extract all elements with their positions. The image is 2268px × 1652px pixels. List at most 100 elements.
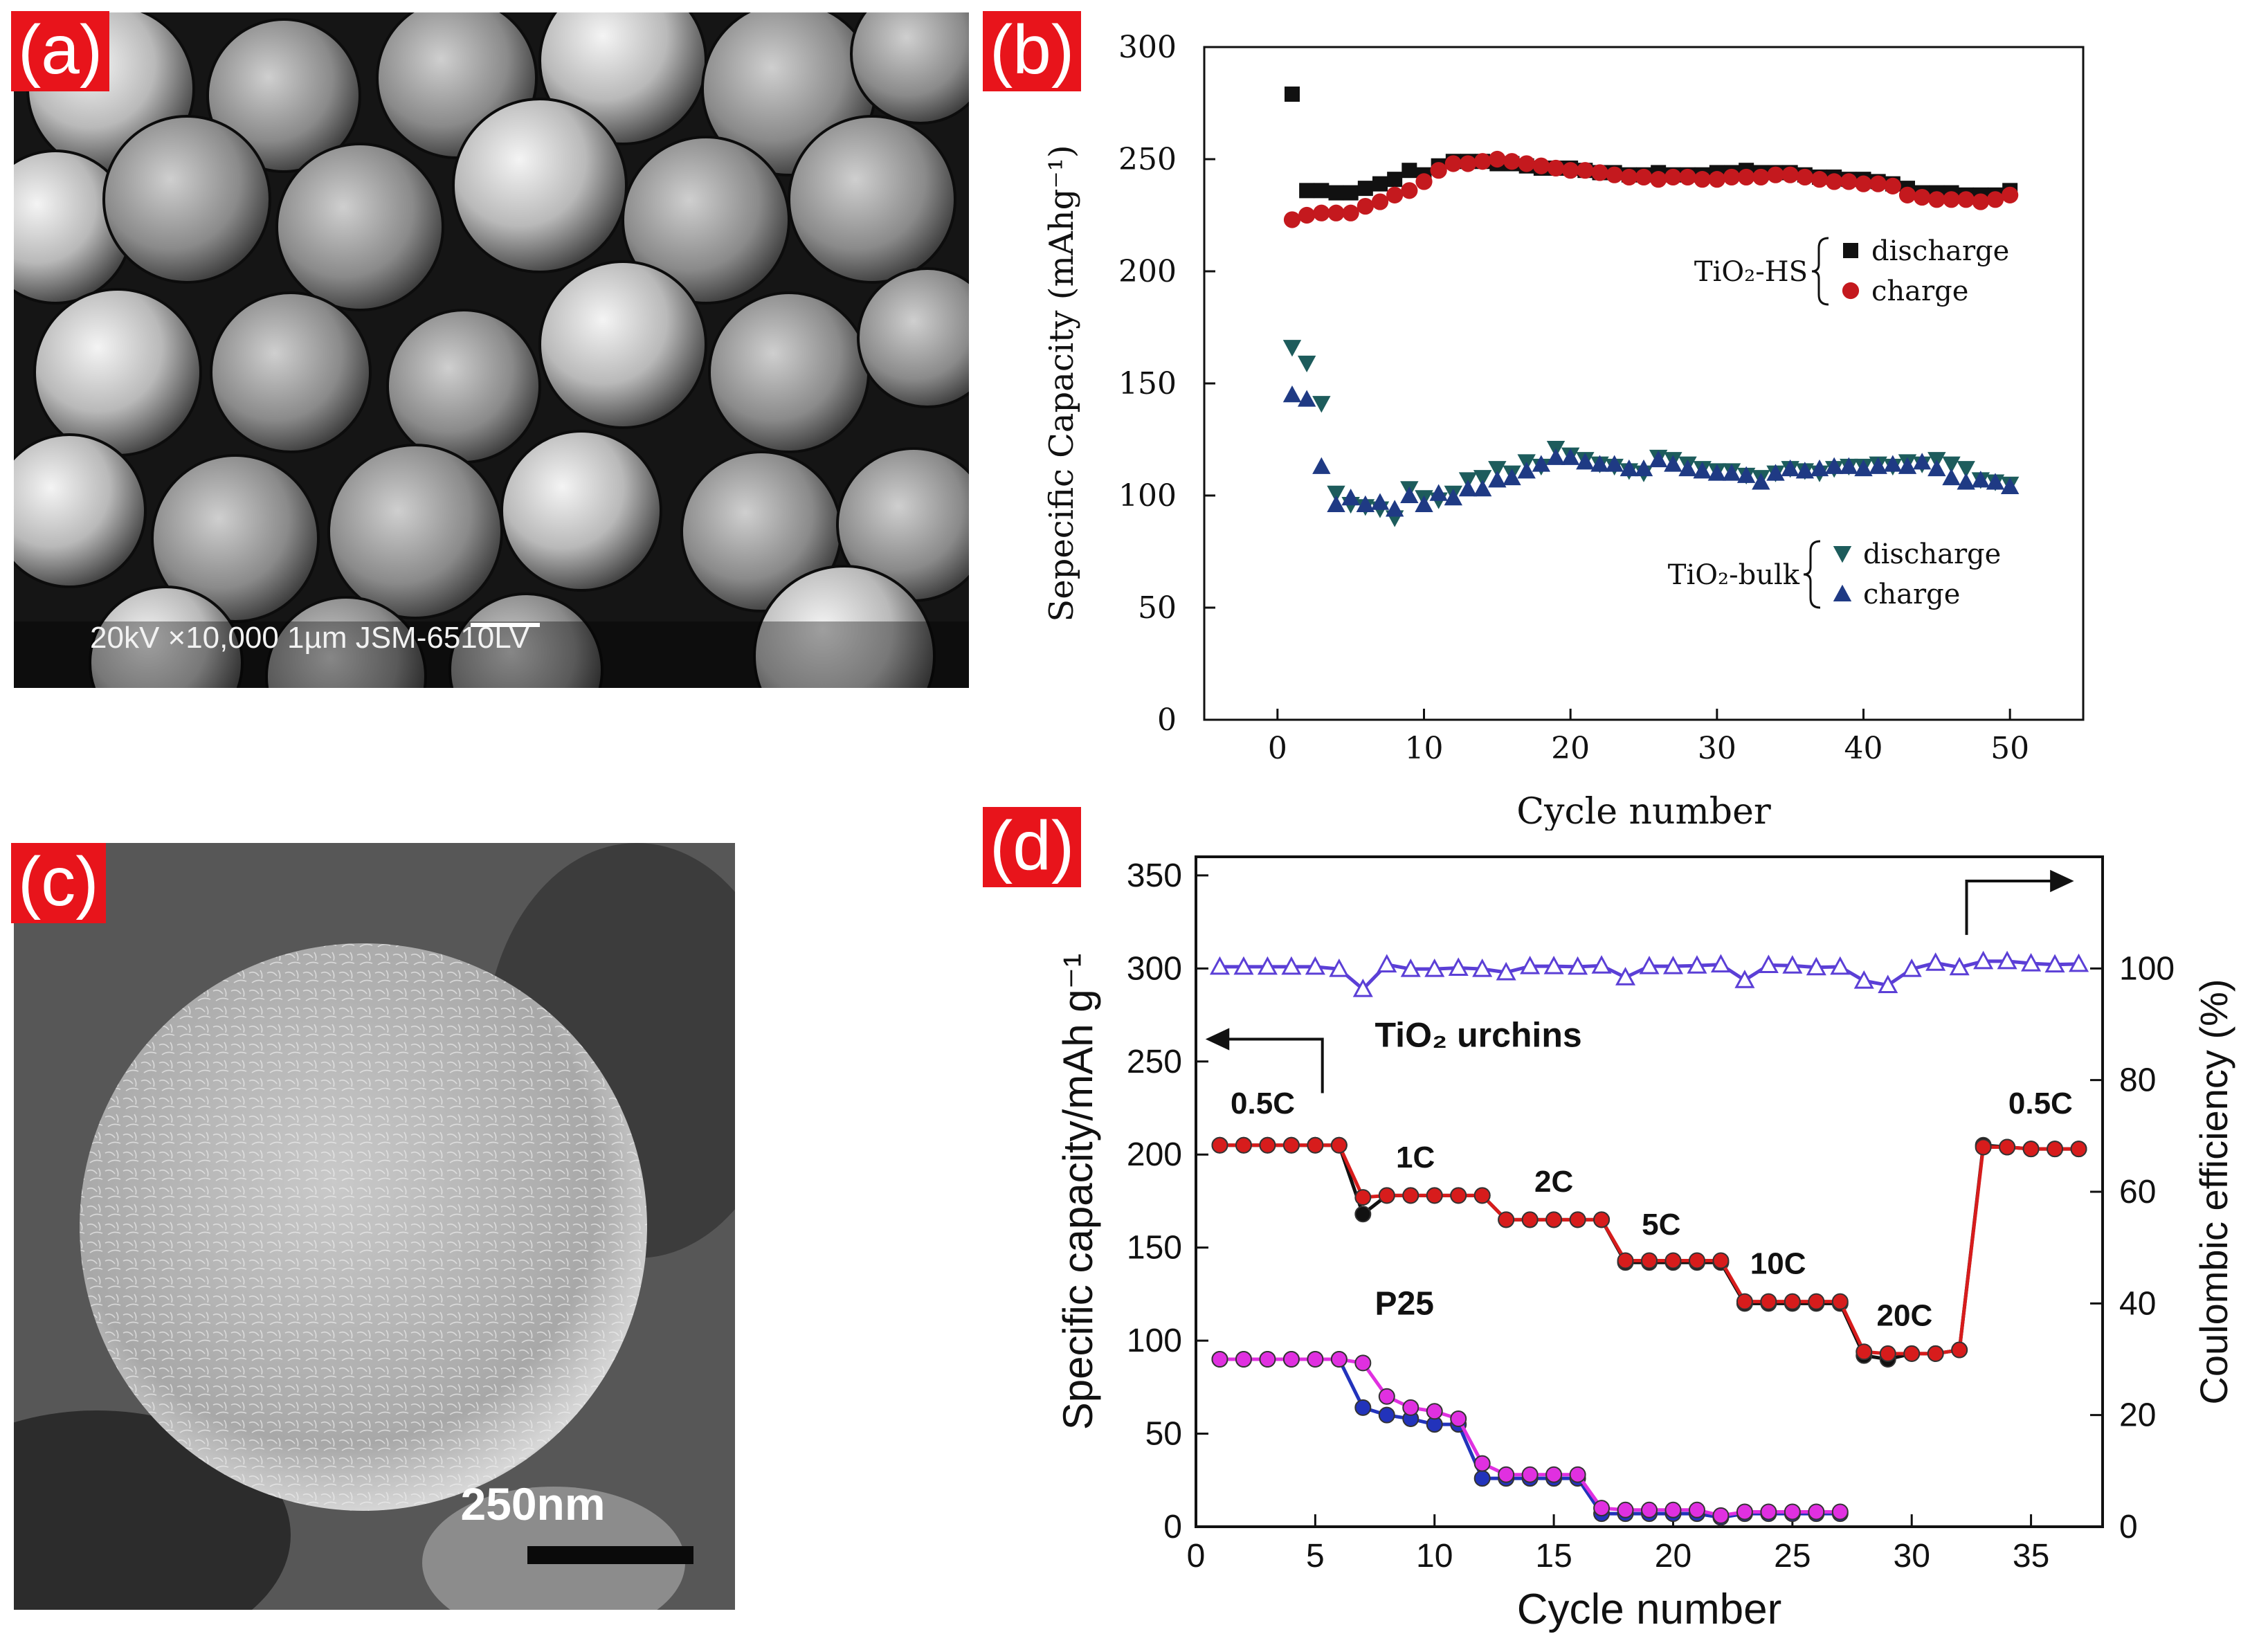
plot-frame [1203,46,2085,721]
data-point [1285,87,1300,102]
x-tick-label: 0 [1268,731,1287,766]
data-point [1448,957,1469,977]
data-point [1259,1351,1276,1368]
data-point [1752,473,1770,490]
p25-label: P25 [1375,1285,1434,1322]
data-point [1370,493,1390,510]
y-right-tick-label: 80 [2119,1062,2156,1099]
data-point [1973,950,1994,970]
series-p25-discharge [1211,1351,1849,1526]
data-point [1662,955,1684,974]
data-point [1957,191,1975,208]
data-point [1473,470,1492,487]
data-point [1590,455,1609,472]
data-point [1545,1211,1563,1228]
data-point [1387,172,1403,188]
data-point [1615,967,1636,986]
data-point [1986,191,2004,208]
data-point [1313,204,1330,221]
data-point [1811,171,1829,188]
data-point [1796,168,1813,186]
data-point [1927,459,1946,477]
x-tick-label: 20 [1551,731,1590,766]
data-point [1707,464,1727,481]
data-point [1385,500,1404,517]
data-point [1532,455,1551,472]
data-point [1635,168,1653,186]
data-point [1949,956,1970,976]
data-point [1781,166,1799,183]
data-point [1415,173,1433,190]
sphere [89,586,244,688]
data-point [1734,970,1755,988]
data-point [1307,1351,1324,1368]
x-tick-label: 30 [1698,731,1736,766]
data-point [1710,954,1731,973]
data-point [2044,954,2065,973]
data-point [1986,473,2005,490]
series-p25-charge [1211,1351,1849,1524]
x-tick-label: 35 [2013,1538,2049,1574]
data-point [1591,955,1612,974]
x-tick-label: 0 [1187,1538,1206,1574]
panel-d: 0 5 10 15 20 25 30 35 0 50 100 150 200 250 300 350 0 20 40… [983,796,2268,1649]
data-point [1903,1345,1921,1362]
sphere [850,12,969,125]
rate-label: 20C [1877,1299,1933,1333]
data-point [2000,477,2020,495]
data-point [1784,1503,1801,1521]
legend-entry: charge [1863,579,1960,610]
data-point [1372,176,1388,192]
y-tick-label: 150 [1127,1230,1182,1267]
x-tick-label: 30 [1894,1538,1930,1574]
data-point [1927,1345,1944,1362]
data-point [1211,1351,1228,1368]
urchins-label: TiO₂ urchins [1375,1015,1582,1054]
y-tick-label: 250 [1118,142,1177,177]
data-point [1758,954,1779,973]
data-point [1664,1501,1682,1518]
panel-b-label: (b) [983,11,1082,91]
x-tick-label: 25 [1774,1538,1811,1574]
data-point [1330,1136,1348,1154]
data-point [1639,955,1660,974]
data-point [1760,1503,1777,1521]
data-point [2070,1141,2087,1158]
data-point [1833,546,1852,563]
sphere [275,143,444,311]
legend-entry: discharge [1863,538,2001,570]
data-point [1766,464,1785,481]
data-point [1767,166,1784,183]
data-point [1975,1138,1992,1156]
data-point [1386,186,1404,203]
y-tick-label: 50 [1138,590,1177,626]
data-point [1233,956,1254,975]
data-point [1810,459,1829,477]
data-point [1329,959,1350,977]
data-point [1415,495,1433,512]
chart-b: 0 10 20 30 40 50 0 50 100 150 200 250 300 Cycle numbe… [1042,30,2085,833]
data-point [1879,1345,1896,1362]
data-point [1808,1293,1825,1310]
y-right-tick-label: 40 [2119,1285,2156,1322]
data-point [1312,396,1331,413]
rate-label: 1C [1396,1141,1435,1174]
data-point [1951,1341,1968,1359]
data-point [1521,1466,1539,1483]
sphere [265,596,427,688]
data-point [1545,1466,1563,1483]
sphere [327,444,503,619]
data-point [1943,191,1960,208]
data-point [2021,952,2042,972]
data-point [1854,459,1873,477]
data-point [1424,959,1445,977]
data-point [1830,956,1851,975]
data-point [1429,484,1448,501]
sphere [102,115,271,284]
y-tick-label: 100 [1127,1323,1182,1359]
data-point [1488,471,1507,488]
data-point [1942,456,1961,473]
data-point [1473,480,1492,497]
x-tick-label: 5 [1306,1538,1325,1574]
data-point [1649,450,1668,468]
